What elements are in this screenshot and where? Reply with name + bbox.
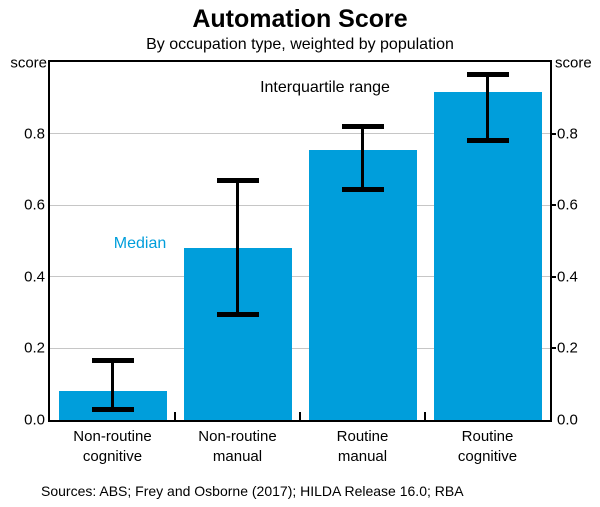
median-annotation: Median — [113, 235, 167, 252]
y-tick-label-left: 0.0 — [24, 411, 45, 429]
y-tick-label-right: 0.0 — [557, 411, 578, 429]
y-tick-label-right: 0.4 — [557, 268, 578, 286]
y-axis-tick — [550, 204, 556, 207]
y-axis-unit-right: score — [555, 54, 592, 72]
sources-note: Sources: ABS; Frey and Osborne (2017); H… — [41, 483, 464, 499]
y-axis-tick — [550, 132, 556, 135]
x-axis-tick — [424, 412, 426, 420]
whisker-stem — [486, 74, 489, 141]
y-tick-label-left: 0.4 — [24, 268, 45, 286]
gridline — [50, 204, 550, 206]
whisker-stem — [361, 126, 364, 190]
whisker-cap — [466, 72, 509, 78]
whisker-cap — [91, 358, 134, 364]
whisker-cap — [216, 311, 259, 317]
y-tick-label-right: 0.6 — [557, 196, 578, 214]
chart-subtitle: By occupation type, weighted by populati… — [146, 36, 454, 53]
gridline — [50, 347, 550, 349]
category-label: Non-routine cognitive — [73, 428, 152, 465]
whisker-stem — [111, 360, 114, 410]
category-label: Non-routine manual — [198, 428, 277, 465]
category-label: Routine cognitive — [457, 428, 518, 465]
interquartile-range-annotation: Interquartile range — [260, 79, 390, 96]
y-tick-label-left: 0.8 — [24, 125, 45, 143]
chart-title: Automation Score — [192, 5, 408, 33]
whisker-cap — [466, 138, 509, 144]
whisker-stem — [236, 180, 239, 315]
category-label: Routine manual — [336, 428, 389, 465]
bar — [433, 92, 542, 420]
bar — [308, 149, 417, 420]
y-tick-label-left: 0.6 — [24, 196, 45, 214]
whisker-cap — [341, 186, 384, 192]
y-axis-tick — [550, 347, 556, 350]
gridline — [50, 133, 550, 135]
x-axis-tick — [174, 412, 176, 420]
plot-area — [48, 60, 552, 422]
whisker-cap — [341, 123, 384, 129]
y-tick-label-left: 0.2 — [24, 339, 45, 357]
y-axis-unit-left: score — [10, 54, 47, 72]
whisker-cap — [91, 406, 134, 412]
y-axis-tick — [550, 275, 556, 278]
y-tick-label-right: 0.8 — [557, 125, 578, 143]
y-tick-label-right: 0.2 — [557, 339, 578, 357]
gridline — [50, 276, 550, 278]
x-axis-tick — [299, 412, 301, 420]
whisker-cap — [216, 177, 259, 183]
